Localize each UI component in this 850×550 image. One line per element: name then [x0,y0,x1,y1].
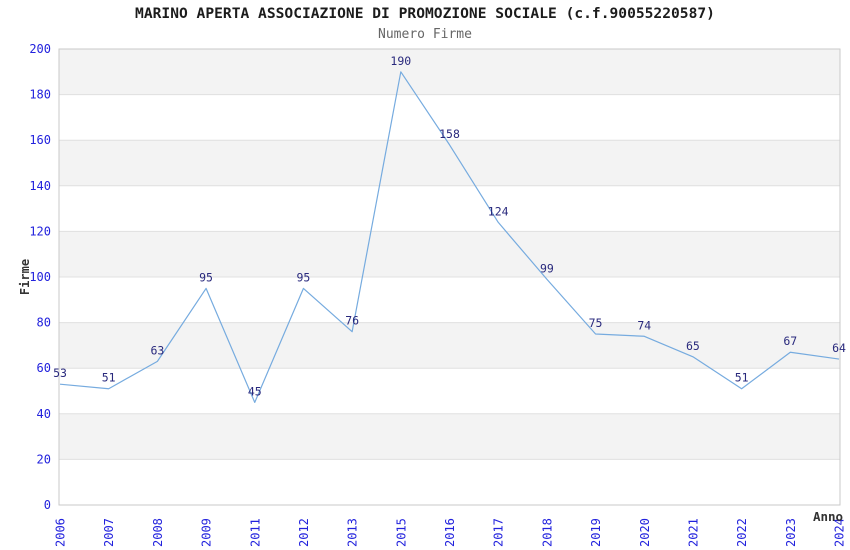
data-label: 51 [735,371,749,385]
x-tick-label: 2016 [443,518,457,547]
plot-band [59,49,840,95]
y-tick-label: 120 [29,224,51,238]
x-tick-label: 2009 [200,518,214,547]
data-label: 190 [390,54,411,68]
plot-border [58,48,841,506]
y-tick-label: 0 [44,498,51,512]
data-label: 124 [488,204,509,218]
x-tick-label: 2008 [151,518,165,547]
plot-band [59,413,840,460]
plot-band [59,185,840,232]
data-label: 45 [248,384,262,398]
data-label: 63 [150,343,164,357]
data-label: 53 [53,366,67,380]
data-label: 67 [783,334,797,348]
data-label: 51 [102,371,116,385]
x-tick-label: 2023 [784,518,798,547]
plot-band [59,322,840,369]
chart-title: MARINO APERTA ASSOCIAZIONE DI PROMOZIONE… [135,5,715,22]
x-tick-label: 2020 [638,518,652,547]
data-label: 65 [686,339,700,353]
y-tick-label: 40 [37,407,51,421]
chart-subtitle: Numero Firme [378,27,472,42]
y-tick-label: 140 [29,179,51,193]
data-label: 95 [297,270,311,284]
data-label: 76 [345,314,359,328]
x-tick-label: 2013 [346,518,360,547]
y-tick-label: 80 [37,316,51,330]
plot-band [59,459,840,505]
plot-band [59,231,840,277]
x-tick-label: 2015 [394,518,408,547]
y-tick-label: 100 [29,270,51,284]
x-tick-label: 2019 [589,518,603,547]
plot-band [59,368,840,414]
plot-band [59,277,840,323]
plot-band [59,140,840,186]
data-label: 75 [589,316,603,330]
data-label: 64 [832,341,846,355]
data-label: 74 [637,318,651,332]
y-tick-label: 200 [29,42,51,56]
x-tick-label: 2021 [686,518,700,547]
y-tick-label: 60 [37,361,51,375]
x-tick-label: 2011 [248,518,262,547]
data-label: 158 [439,127,460,141]
x-tick-label: 2017 [492,518,506,547]
x-tick-label: 2024 [833,518,847,547]
x-tick-label: 2022 [735,518,749,547]
y-axis-title: Firme [18,259,32,295]
y-tick-label: 160 [29,133,51,147]
plot-band [59,94,840,141]
x-axis-title: Anno [813,509,843,524]
x-tick-label: 2012 [297,518,311,547]
y-tick-label: 20 [37,452,51,466]
data-label: 95 [199,270,213,284]
x-tick-label: 2018 [540,518,554,547]
x-tick-label: 2006 [54,518,68,547]
x-tick-label: 2007 [102,518,116,547]
data-label: 99 [540,261,554,275]
y-tick-label: 180 [29,88,51,102]
data-line [59,71,840,403]
